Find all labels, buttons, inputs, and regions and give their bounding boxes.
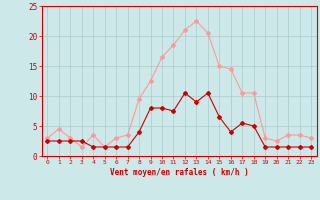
- X-axis label: Vent moyen/en rafales ( km/h ): Vent moyen/en rafales ( km/h ): [110, 168, 249, 177]
